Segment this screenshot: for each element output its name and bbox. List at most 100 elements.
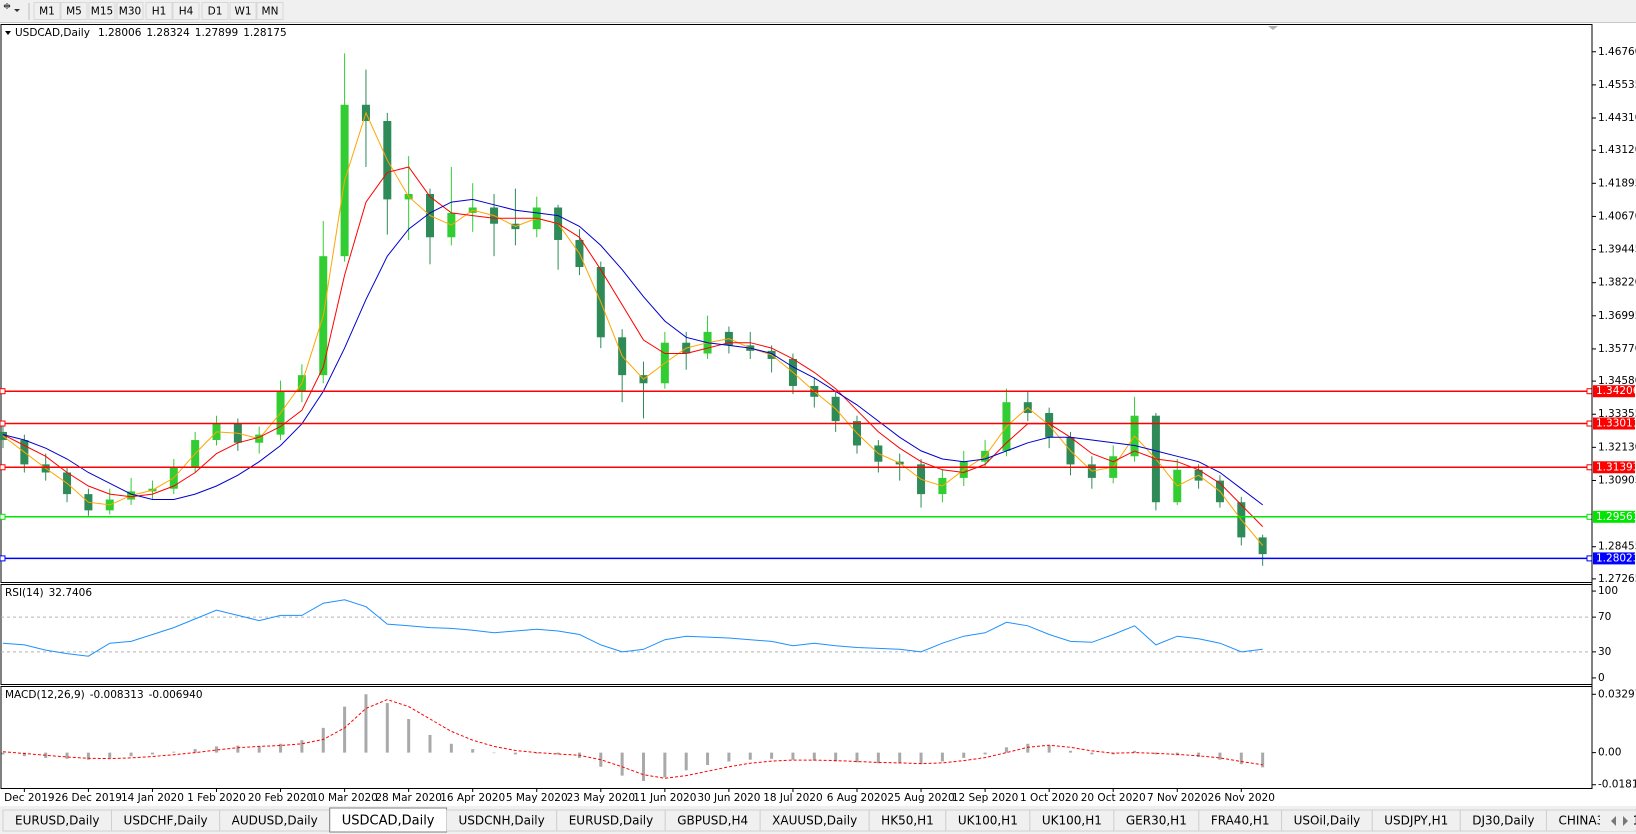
timeframe-label[interactable]: MN	[262, 6, 279, 18]
level-handle[interactable]	[0, 420, 6, 427]
chart-tab[interactable]: AUDUSD,Daily	[219, 809, 331, 832]
timeframe-button[interactable]	[172, 2, 200, 20]
timeframe-label[interactable]: M1	[39, 6, 55, 18]
tab-frame[interactable]	[329, 807, 448, 833]
header-value: 1.28175	[243, 27, 286, 39]
tab-label[interactable]: USDJPY,H1	[1384, 814, 1448, 828]
level-handle[interactable]	[1586, 464, 1593, 471]
timeframe-label[interactable]: M5	[66, 6, 82, 18]
x-tick-label: 26 Dec 2019	[55, 792, 122, 804]
tab-label[interactable]: GBPUSD,H4	[677, 814, 748, 828]
rsi-panel	[0, 584, 1593, 685]
tab-scroll[interactable]	[1600, 811, 1634, 831]
x-tick-label: 20 Feb 2020	[248, 792, 313, 804]
tab-label[interactable]: USOil,Daily	[1294, 814, 1361, 828]
tab-label[interactable]: GER30,H1	[1126, 814, 1187, 828]
tab-label[interactable]: USDCNH,Daily	[459, 814, 545, 828]
chart-tab[interactable]: HK50,H1	[868, 809, 947, 832]
timeframe-button[interactable]	[229, 2, 257, 20]
tab-label[interactable]: USDCHF,Daily	[124, 814, 208, 828]
header-value: 32.7406	[49, 587, 93, 599]
chart-tab[interactable]: USDCAD,Daily	[329, 807, 448, 833]
x-tick-label: 30 Jun 2020	[697, 792, 760, 804]
tab-label[interactable]: UK100,H1	[958, 814, 1018, 828]
tab-label[interactable]: EURUSD,Daily	[569, 814, 654, 828]
level-handle[interactable]	[1586, 555, 1593, 562]
level-handle[interactable]	[0, 513, 6, 520]
chart-tab[interactable]: USDJPY,H1	[1371, 809, 1461, 832]
tab-label[interactable]: FRA40,H1	[1211, 814, 1270, 828]
level-label-box	[1593, 461, 1635, 474]
timeframe-label[interactable]: M30	[119, 6, 141, 18]
timeframe-label[interactable]: H4	[179, 6, 194, 18]
header-value: 1.28324	[146, 27, 190, 39]
timeframe-button[interactable]	[145, 2, 173, 20]
level-handle[interactable]	[0, 555, 6, 562]
chart-tab[interactable]: XAUUSD,Daily	[759, 809, 870, 832]
y-tick-label: 0	[1598, 672, 1605, 684]
chart-tab[interactable]: UK100,H1	[945, 809, 1031, 832]
timeframe-button[interactable]	[88, 2, 116, 20]
timeframe-label[interactable]: D1	[208, 6, 223, 18]
tab-label[interactable]: DJ30,Daily	[1472, 814, 1534, 828]
level-handle[interactable]	[1586, 513, 1593, 520]
y-tick-label: 1.32130	[1598, 441, 1636, 453]
chart-tab[interactable]: EURUSD,Daily	[2, 809, 113, 832]
macd-bar	[193, 749, 197, 753]
scroll-right[interactable]	[1623, 816, 1628, 826]
macd-bar	[748, 752, 752, 760]
y-tick-label: 1.30905	[1598, 474, 1636, 486]
timeframe-label[interactable]: W1	[234, 6, 251, 18]
x-tick-label: 14 Jan 2020	[121, 792, 184, 804]
timeframe-button[interactable]	[33, 2, 61, 20]
y-tick-label: 1.43120	[1598, 144, 1636, 156]
macd-bar	[492, 752, 496, 754]
level-handle[interactable]	[0, 388, 6, 395]
cursor-tool[interactable]	[3, 3, 20, 12]
chart-tab[interactable]: USDCHF,Daily	[111, 809, 221, 832]
timeframe-label[interactable]: H1	[152, 6, 167, 18]
timeframe-button[interactable]	[116, 2, 144, 20]
timeframe-button[interactable]	[60, 2, 88, 20]
x-tick-label: 23 May 2020	[567, 792, 635, 804]
level-handle[interactable]	[1586, 388, 1593, 395]
tab-label[interactable]: UK100,H1	[1042, 814, 1102, 828]
chart-tab[interactable]: EURUSD,Daily	[556, 809, 666, 832]
tab-label[interactable]: USDCAD,Daily	[342, 814, 435, 829]
tab-label[interactable]: HK50,H1	[881, 814, 934, 828]
x-tick-label: 7 Nov 2020	[1147, 792, 1208, 804]
y-tick-label: -0.018154	[1598, 779, 1636, 791]
x-tick-label: 1 Oct 2020	[1020, 792, 1078, 804]
chart-tab[interactable]: GBPUSD,H4	[664, 809, 761, 832]
macd-bar	[940, 752, 944, 762]
tab-label[interactable]: XAUUSD,Daily	[772, 814, 857, 828]
level-handle[interactable]	[0, 464, 6, 471]
timeframe-button[interactable]	[256, 2, 284, 20]
chart-tab[interactable]: USOil,Daily	[1281, 809, 1373, 832]
y-tick-label: 0.032972	[1598, 688, 1636, 700]
timeframe-button[interactable]	[201, 2, 229, 20]
chart-tab[interactable]: DJ30,Daily	[1459, 809, 1547, 832]
header-value: RSI(14)	[5, 587, 44, 599]
x-tick-label: 18 Jul 2020	[763, 792, 822, 804]
macd-bar	[727, 752, 731, 762]
tab-label[interactable]: EURUSD,Daily	[15, 814, 100, 828]
tab-scroll-area	[1600, 811, 1634, 831]
moving-average	[2, 111, 1264, 546]
macd-bar	[1, 752, 5, 755]
macd-bar	[1261, 752, 1265, 768]
level-handle[interactable]	[1586, 420, 1593, 427]
header-value: USDCAD,Daily	[15, 27, 90, 39]
scroll-left[interactable]	[1611, 816, 1616, 826]
chart-tab[interactable]: FRA40,H1	[1198, 809, 1283, 832]
chart-tab[interactable]: GER30,H1	[1113, 809, 1200, 832]
macd-bar	[279, 743, 283, 753]
chart-tab[interactable]: USDCNH,Daily	[446, 809, 558, 832]
tab-label[interactable]: AUDUSD,Daily	[232, 814, 318, 828]
indicator-header: USDCAD,Daily 1.28006 1.28324 1.27899 1.28175	[15, 27, 287, 39]
x-tick-label: 28 Mar 2020	[375, 792, 442, 804]
chart-tab[interactable]: UK100,H1	[1029, 809, 1115, 832]
timeframe-label[interactable]: M15	[91, 6, 113, 18]
y-tick-label: 1.27265	[1598, 573, 1636, 585]
